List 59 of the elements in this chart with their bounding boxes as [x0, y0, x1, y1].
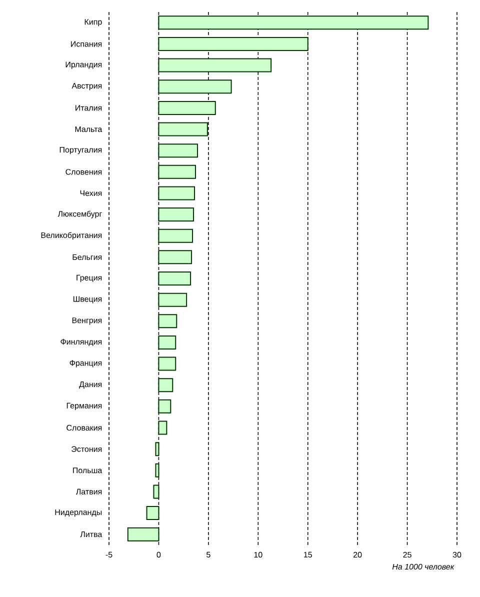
y-tick-label: Португалия: [60, 147, 102, 154]
y-tick-label: Словакия: [66, 424, 102, 431]
y-tick-label: Латвия: [76, 488, 102, 494]
y-tick-label: Испания: [71, 41, 102, 47]
bar: [158, 228, 194, 243]
x-tick-label: -5: [106, 552, 112, 558]
bar: [158, 122, 208, 136]
y-tick-label: Польша: [73, 468, 102, 474]
bar: [158, 335, 176, 350]
x-tick-label: 15: [304, 552, 312, 558]
bar: [158, 314, 178, 328]
bar: [158, 250, 192, 264]
x-tick-label: 5: [206, 552, 210, 558]
y-tick-label: Нидерланды: [55, 509, 102, 517]
bar: [155, 463, 160, 478]
y-tick-label: Германия: [66, 402, 102, 410]
bar: [158, 292, 188, 307]
x-tick-label: 25: [403, 552, 412, 558]
bar: [158, 399, 172, 414]
bar: [158, 186, 196, 200]
y-tick-label: Мальта: [75, 126, 102, 132]
y-tick-label: Франция: [70, 360, 102, 368]
y-tick-label: Венгрия: [72, 318, 102, 325]
y-tick-label: Греция: [76, 274, 102, 282]
bar: [158, 356, 176, 371]
bar: [158, 80, 232, 94]
bar: [158, 36, 308, 51]
x-axis-title: На 1000 человек: [392, 564, 454, 570]
bar: [158, 144, 198, 158]
bar: [158, 164, 196, 179]
x-tick-label: 0: [156, 552, 161, 558]
bar: [158, 58, 272, 72]
y-tick-label: Ирландия: [66, 62, 102, 69]
y-tick-label: Дания: [79, 382, 102, 389]
y-tick-label: Бельгия: [72, 254, 102, 260]
bar: [158, 420, 168, 435]
bar: [127, 527, 160, 542]
bar: [158, 16, 429, 30]
bar: [158, 378, 174, 392]
bar: [158, 100, 216, 115]
y-tick-label: Австрия: [72, 83, 102, 90]
y-tick-label: Чехия: [80, 190, 102, 196]
y-tick-label: Литва: [80, 532, 102, 538]
y-tick-label: Эстония: [72, 446, 102, 452]
x-tick-label: 10: [254, 552, 262, 558]
bar: [158, 272, 192, 286]
y-tick-label: Швеция: [73, 296, 102, 304]
bar: [158, 208, 194, 222]
y-tick-label: Кипр: [84, 19, 102, 26]
x-tick-label: 20: [354, 552, 362, 558]
x-tick-label: 30: [452, 552, 462, 558]
y-tick-label: Италия: [76, 105, 102, 111]
y-tick-label: Люксембург: [58, 210, 102, 218]
bar: [153, 484, 160, 499]
y-tick-label: Словения: [66, 169, 102, 175]
y-tick-label: Финляндия: [60, 338, 102, 346]
bar: [155, 442, 160, 456]
bar: [146, 506, 160, 520]
y-tick-label: Великобритания: [41, 232, 102, 240]
